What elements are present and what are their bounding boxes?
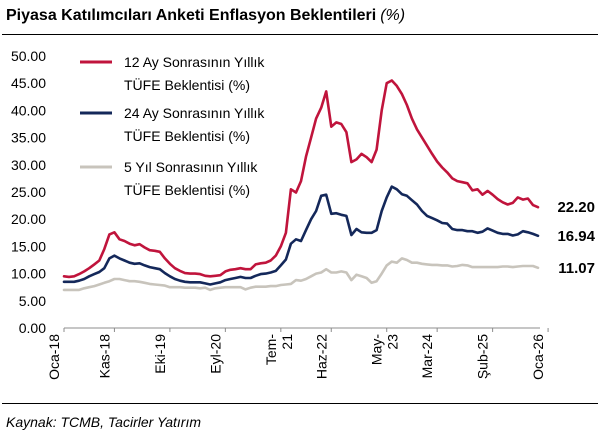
- y-tick-label: 35.00: [11, 130, 46, 146]
- series-line-3: [62, 257, 540, 292]
- y-tick-label: 45.00: [11, 75, 46, 91]
- y-tick-label: 10.00: [11, 266, 46, 282]
- y-tick-label: 0.00: [19, 320, 46, 336]
- x-tick-label: Eki-19: [152, 334, 168, 374]
- x-tick-label: 21: [279, 334, 295, 350]
- y-tick-label: 40.00: [11, 102, 46, 118]
- end-value-label-3: 11.07: [558, 260, 595, 277]
- end-value-label-1: 22.20: [557, 199, 595, 216]
- y-tick-label: 15.00: [11, 238, 46, 254]
- x-tick-label: Tem-: [263, 334, 279, 365]
- legend-label-2: 24 Ay Sonrasının Yıllık: [124, 105, 265, 121]
- y-tick-label: 20.00: [11, 211, 46, 227]
- chart-title: Piyasa Katılımcıları Anketi Enflasyon Be…: [6, 7, 405, 25]
- x-tick-label: Oca-26: [530, 334, 546, 380]
- chart-title-unit: (%): [380, 7, 406, 24]
- legend-label-1: 12 Ay Sonrasının Yıllık: [124, 54, 265, 70]
- x-tick-label: May-: [369, 334, 385, 365]
- source-divider: [2, 403, 598, 404]
- x-tick-label: Eyl-20: [207, 334, 223, 374]
- line-chart: 0.00 5.00 10.00 15.00 20.00 25.00 30.00 35.00 40…: [11, 48, 596, 380]
- source-note: Kaynak: TCMB, Tacirler Yatırım: [6, 414, 202, 430]
- x-tick-label: Mar-24: [419, 334, 435, 379]
- y-tick-label: 25.00: [11, 184, 46, 200]
- end-value-label-2: 16.94: [557, 228, 595, 245]
- x-tick-label: 23: [385, 334, 401, 350]
- x-tick-label: Oca-18: [46, 334, 62, 380]
- title-divider: [2, 34, 598, 35]
- legend-label-1: TÜFE Beklentisi (%): [124, 76, 250, 93]
- x-tick-label: Haz-22: [313, 334, 329, 379]
- legend-label-2: TÜFE Beklentisi (%): [124, 127, 250, 144]
- legend-label-3: 5 Yıl Sonrasının Yıllık: [124, 159, 258, 175]
- y-tick-label: 5.00: [19, 293, 46, 309]
- legend-label-3: TÜFE Beklentisi (%): [124, 181, 250, 198]
- x-tick-label: Kas-18: [96, 334, 112, 379]
- series-line-1: [62, 79, 540, 279]
- chart-title-text: Piyasa Katılımcıları Anketi Enflasyon Be…: [6, 7, 377, 24]
- y-tick-label: 50.00: [11, 48, 46, 64]
- y-tick-label: 30.00: [11, 157, 46, 173]
- series-line-2: [62, 185, 540, 286]
- x-tick-label: Şub-25: [475, 334, 491, 379]
